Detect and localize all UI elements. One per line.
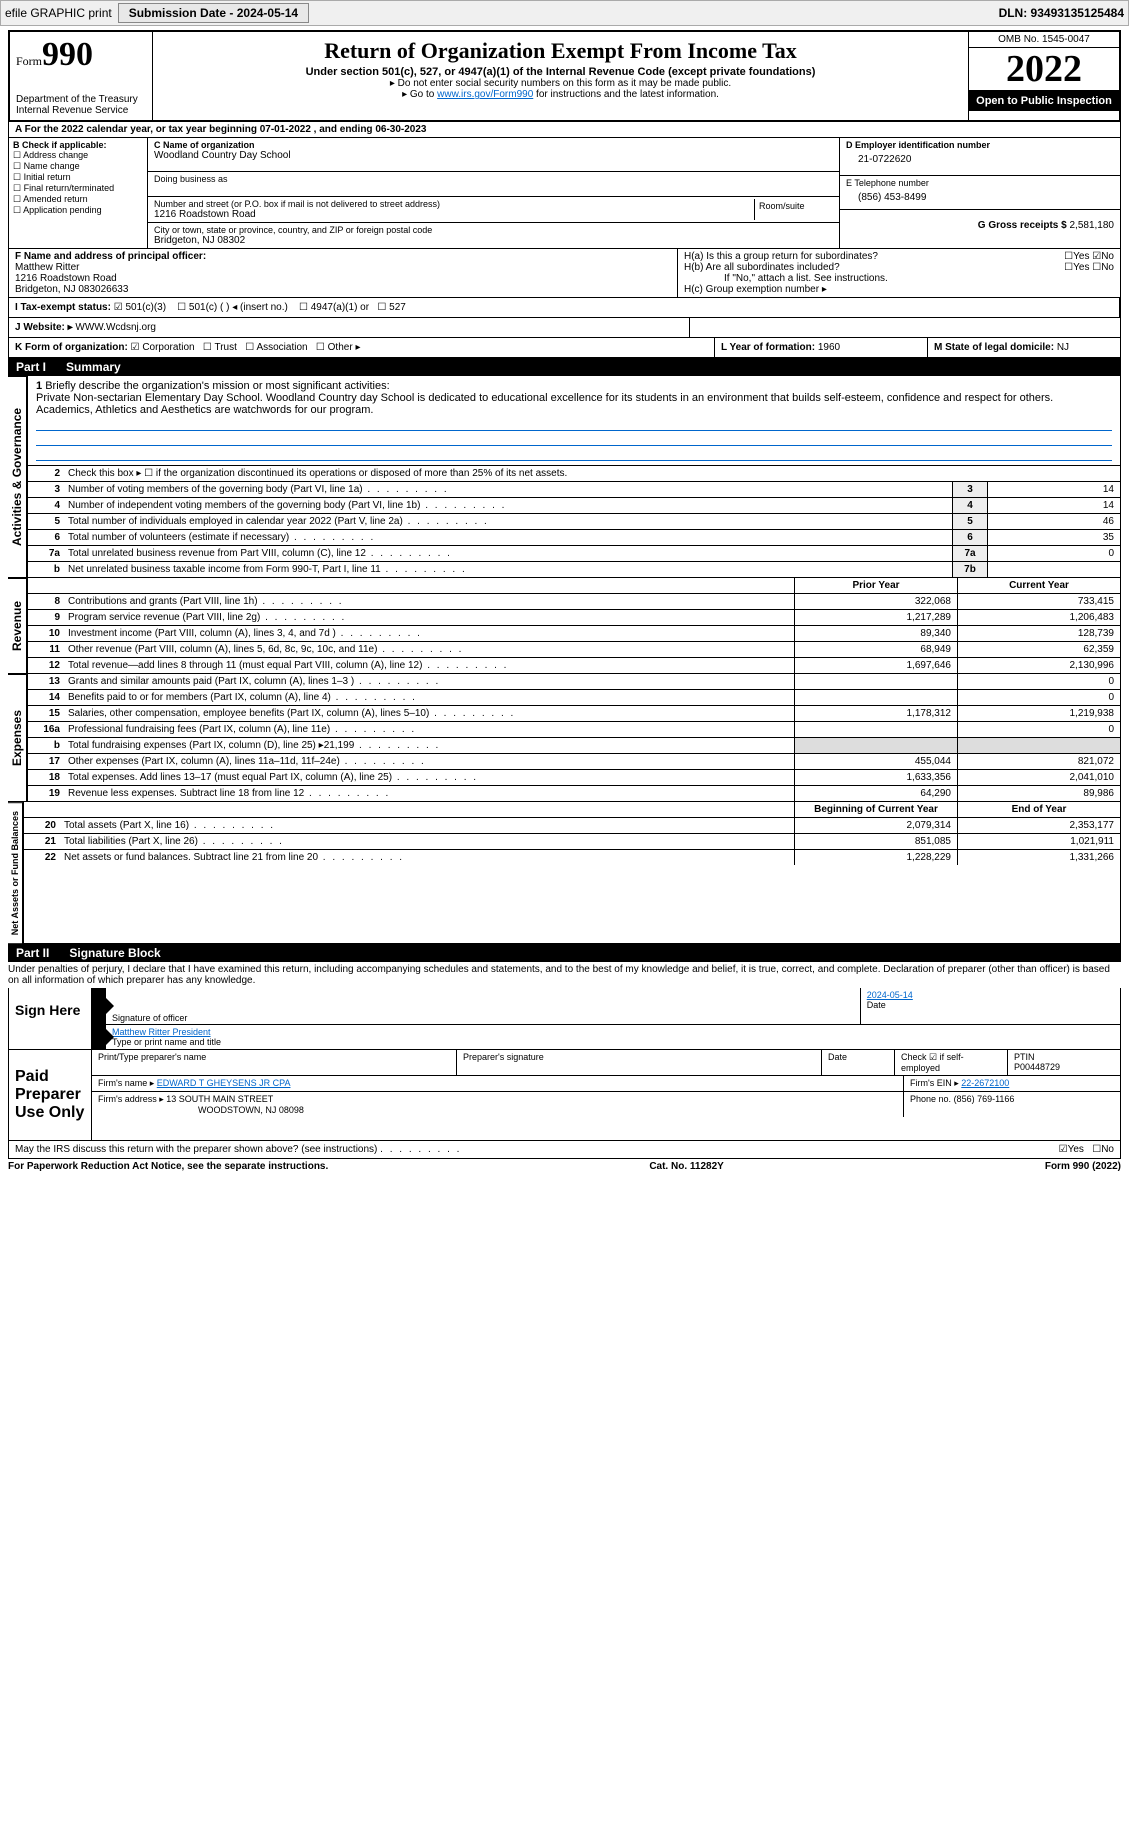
checkbox-item: ☐ Application pending xyxy=(13,205,143,216)
ein: 21-0722620 xyxy=(846,150,1114,173)
gov-row: bNet unrelated business taxable income f… xyxy=(28,562,1120,577)
checkbox-item: ☐ Initial return xyxy=(13,172,143,183)
data-row: 11Other revenue (Part VIII, column (A), … xyxy=(28,642,1120,658)
open-public-badge: Open to Public Inspection xyxy=(969,91,1119,111)
checkbox-item: ☐ Amended return xyxy=(13,194,143,205)
section-a: A For the 2022 calendar year, or tax yea… xyxy=(8,122,1121,358)
year-formation: 1960 xyxy=(818,342,840,353)
part1-header: Part I Summary xyxy=(8,358,1121,376)
dln-label: DLN: 93493135125484 xyxy=(999,6,1124,20)
gov-row: 7aTotal unrelated business revenue from … xyxy=(28,546,1120,562)
note-ssn: ▸ Do not enter social security numbers o… xyxy=(159,78,962,89)
data-row: 18Total expenses. Add lines 13–17 (must … xyxy=(28,770,1120,786)
city-state-zip: Bridgeton, NJ 08302 xyxy=(154,235,833,246)
form-header: Form990 Department of the Treasury Inter… xyxy=(8,30,1121,122)
firm-ein: 22-2672100 xyxy=(961,1078,1009,1088)
sign-date: 2024-05-14 xyxy=(867,990,1114,1000)
irs-label: Internal Revenue Service xyxy=(16,105,146,116)
tab-revenue: Revenue xyxy=(8,578,27,674)
top-bar: efile GRAPHIC print Submission Date - 20… xyxy=(0,0,1129,26)
data-row: 9Program service revenue (Part VIII, lin… xyxy=(28,610,1120,626)
data-row: 19Revenue less expenses. Subtract line 1… xyxy=(28,786,1120,801)
firm-addr1: 13 SOUTH MAIN STREET xyxy=(166,1094,273,1104)
gross-receipts: 2,581,180 xyxy=(1070,220,1115,231)
data-row: 13Grants and similar amounts paid (Part … xyxy=(28,674,1120,690)
part2-header: Part II Signature Block xyxy=(8,944,1121,962)
data-row: 10Investment income (Part VIII, column (… xyxy=(28,626,1120,642)
form-prefix: Form xyxy=(16,54,42,68)
irs-link[interactable]: www.irs.gov/Form990 xyxy=(437,89,533,100)
data-row: 21Total liabilities (Part X, line 26)851… xyxy=(24,834,1120,850)
data-row: 14Benefits paid to or for members (Part … xyxy=(28,690,1120,706)
form-number: 990 xyxy=(42,36,93,73)
paid-preparer-section: Paid Preparer Use Only Print/Type prepar… xyxy=(8,1050,1121,1141)
data-row: 16aProfessional fundraising fees (Part I… xyxy=(28,722,1120,738)
form-subtitle: Under section 501(c), 527, or 4947(a)(1)… xyxy=(159,66,962,78)
officer-name: Matthew Ritter xyxy=(15,262,79,273)
form-title: Return of Organization Exempt From Incom… xyxy=(159,38,962,64)
org-name: Woodland Country Day School xyxy=(154,150,833,161)
data-row: 12Total revenue—add lines 8 through 11 (… xyxy=(28,658,1120,673)
tab-expenses: Expenses xyxy=(8,674,27,802)
checkbox-item: ☐ Name change xyxy=(13,161,143,172)
data-row: 20Total assets (Part X, line 16)2,079,31… xyxy=(24,818,1120,834)
data-row: 8Contributions and grants (Part VIII, li… xyxy=(28,594,1120,610)
firm-phone: (856) 769-1166 xyxy=(954,1094,1015,1104)
gov-row: 5Total number of individuals employed in… xyxy=(28,514,1120,530)
state-domicile: NJ xyxy=(1057,342,1069,353)
penalty-text: Under penalties of perjury, I declare th… xyxy=(8,962,1121,988)
checkbox-item: ☐ Final return/terminated xyxy=(13,183,143,194)
tab-governance: Activities & Governance xyxy=(8,376,27,578)
checkbox-item: ☐ Address change xyxy=(13,150,143,161)
gov-row: 4Number of independent voting members of… xyxy=(28,498,1120,514)
data-row: bTotal fundraising expenses (Part IX, co… xyxy=(28,738,1120,754)
mission-text: Private Non-sectarian Elementary Day Sch… xyxy=(36,392,1112,416)
gov-row: 6Total number of volunteers (estimate if… xyxy=(28,530,1120,546)
data-row: 15Salaries, other compensation, employee… xyxy=(28,706,1120,722)
submission-date-button[interactable]: Submission Date - 2024-05-14 xyxy=(118,3,309,23)
gov-row: 3Number of voting members of the governi… xyxy=(28,482,1120,498)
website: WWW.Wcdsnj.org xyxy=(75,322,156,333)
firm-name: EDWARD T GHEYSENS JR CPA xyxy=(157,1078,291,1088)
phone: (856) 453-8499 xyxy=(846,188,1114,207)
page-footer: For Paperwork Reduction Act Notice, see … xyxy=(8,1159,1121,1174)
sign-here-section: Sign Here Signature of officer 2024-05-1… xyxy=(8,988,1121,1050)
row-a-period: A For the 2022 calendar year, or tax yea… xyxy=(9,122,1120,138)
street-address: 1216 Roadstown Road xyxy=(154,209,754,220)
data-row: 17Other expenses (Part IX, column (A), l… xyxy=(28,754,1120,770)
omb-number: OMB No. 1545-0047 xyxy=(969,32,1119,48)
tab-netassets: Net Assets or Fund Balances xyxy=(8,802,23,944)
data-row: 22Net assets or fund balances. Subtract … xyxy=(24,850,1120,865)
dept-label: Department of the Treasury xyxy=(16,94,146,105)
efile-label: efile GRAPHIC print xyxy=(5,6,112,20)
ptin: P00448729 xyxy=(1014,1062,1114,1072)
tax-year: 2022 xyxy=(969,48,1119,91)
officer-name-sig: Matthew Ritter President xyxy=(112,1027,1114,1037)
col-b-checkboxes: B Check if applicable: ☐ Address change☐… xyxy=(9,138,148,248)
firm-addr2: WOODSTOWN, NJ 08098 xyxy=(98,1105,304,1115)
